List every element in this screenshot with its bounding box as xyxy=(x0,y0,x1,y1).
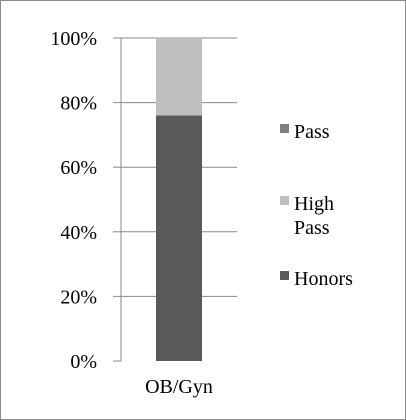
x-category-label: OB/Gyn xyxy=(145,376,213,398)
y-tick-label: 0% xyxy=(70,351,97,373)
y-tick-label: 100% xyxy=(50,28,97,50)
y-tick-labels: 0% 20% 40% 60% 80% 100% xyxy=(50,28,97,373)
legend-swatch-pass xyxy=(280,124,289,133)
legend-label-high-pass: High Pass xyxy=(294,193,334,239)
legend-swatch-honors xyxy=(280,271,289,280)
y-tick-label: 80% xyxy=(60,93,97,115)
axes xyxy=(113,37,122,362)
bar-segment-high-pass xyxy=(156,38,202,116)
legend-swatch-high-pass xyxy=(280,196,289,205)
bars xyxy=(156,38,202,362)
legend-label-pass: Pass xyxy=(294,121,330,143)
bar-segment-honors xyxy=(156,115,202,362)
y-tick-label: 60% xyxy=(60,157,97,179)
x-category-labels: OB/Gyn xyxy=(145,376,213,398)
y-tick-label: 40% xyxy=(60,222,97,244)
legend: Pass High Pass Honors xyxy=(280,121,353,290)
y-tick-label: 20% xyxy=(60,286,97,308)
legend-label-honors: Honors xyxy=(294,268,353,290)
